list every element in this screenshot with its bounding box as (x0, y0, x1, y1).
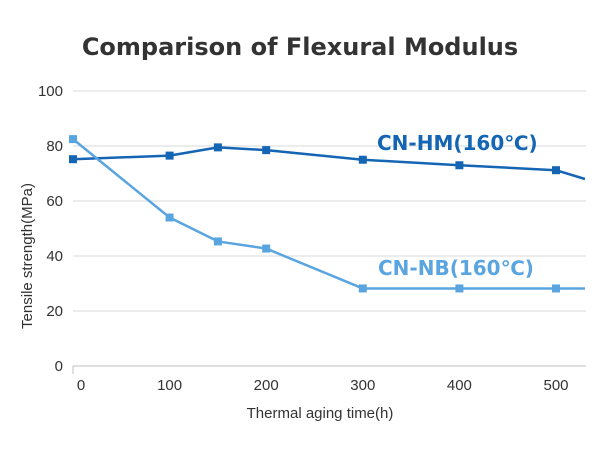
y-tick-label: 60 (46, 193, 63, 210)
series-label-cn-hm: CN-HM(160℃) (377, 131, 538, 155)
x-axis-label: Thermal aging time(h) (247, 405, 394, 422)
series-2-point (552, 284, 560, 293)
x-tick-label: 500 (543, 377, 568, 394)
grid (73, 90, 586, 312)
series-1-point (455, 161, 464, 170)
series-line-1 (72, 146, 586, 181)
y-tick-label: 40 (46, 248, 63, 265)
y-axis-label: Tensile strength(MPa) (19, 183, 36, 329)
series-1-point (262, 146, 271, 155)
x-tick-label: 0 (77, 377, 85, 394)
series-1-point (69, 155, 77, 164)
x-tick-label: 300 (350, 377, 375, 394)
series-2-point (165, 213, 174, 222)
x-tick-label: 200 (254, 377, 279, 394)
series-2-point (69, 135, 77, 144)
y-tick-label: 20 (46, 303, 63, 320)
series-label-cn-nb: CN-NB(160℃) (378, 256, 534, 280)
x-tick-label: 400 (447, 377, 472, 394)
x-axis-ticks: 0 100 200 300 400 500 (72, 366, 569, 394)
x-tick-label: 100 (157, 377, 182, 394)
y-tick-label: 80 (46, 138, 63, 155)
series-1-point (358, 155, 367, 164)
series-group (69, 135, 586, 293)
series-2-point (455, 284, 464, 293)
y-axis-ticks: 0 20 40 60 80 100 (38, 83, 63, 375)
series-line-2 (72, 138, 585, 290)
chart-title: Comparison of Flexural Modulus (82, 33, 518, 61)
y-tick-label: 0 (55, 358, 63, 375)
series-1-point (213, 143, 222, 152)
series-2-point (358, 284, 367, 293)
y-tick-label: 100 (38, 83, 63, 100)
series-1-point (552, 166, 560, 175)
series-1-point (165, 151, 174, 160)
series-2-point (213, 237, 222, 246)
series-2-point (262, 244, 271, 253)
